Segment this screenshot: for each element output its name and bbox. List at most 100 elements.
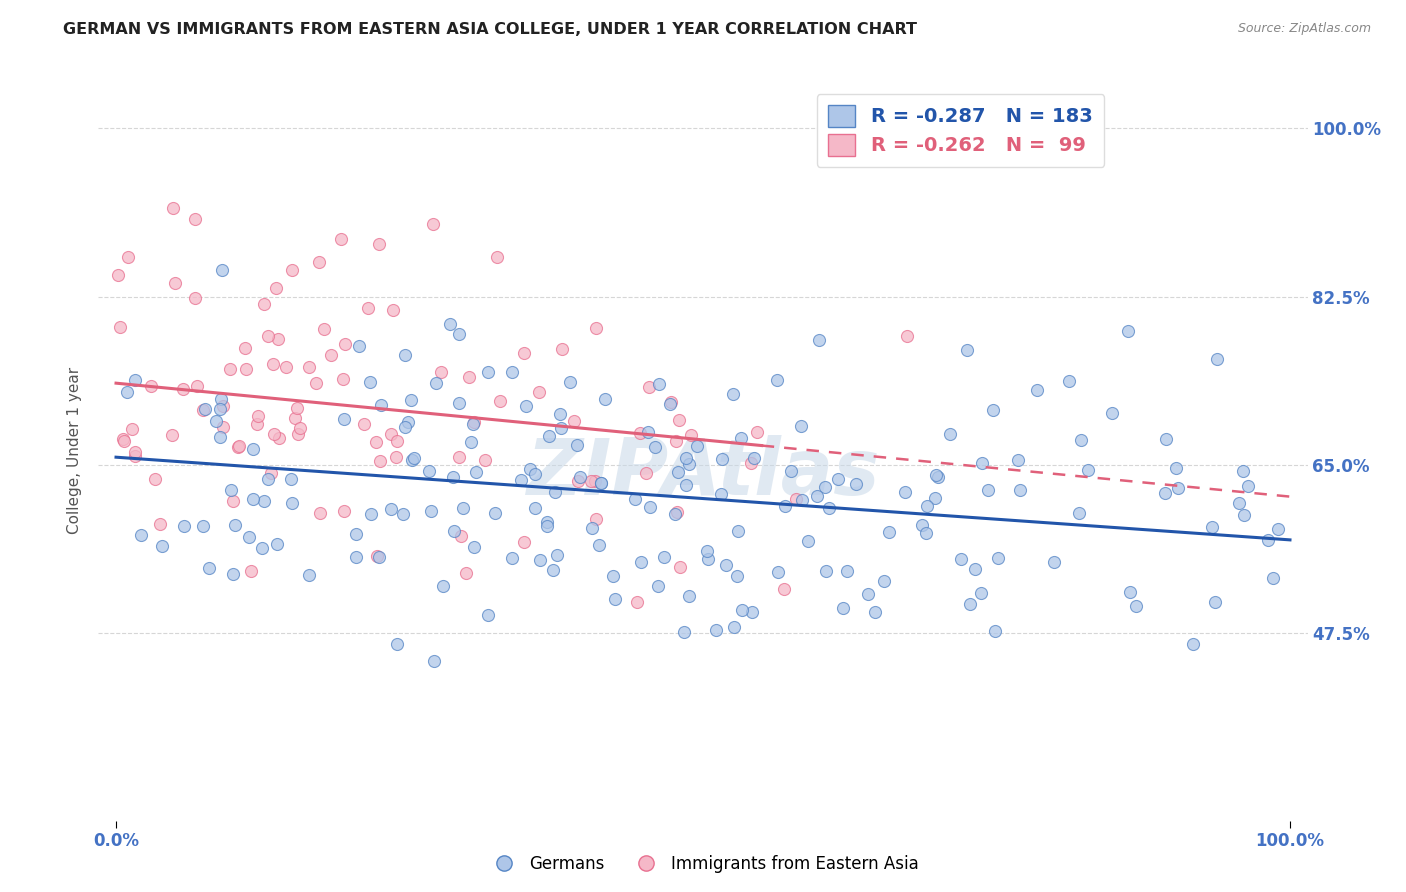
Point (1125, 599, 1147, 613)
Point (284, 411, 307, 425)
Point (394, 420, 416, 434)
Point (668, 413, 690, 427)
Point (370, 398, 392, 412)
Point (160, 428, 183, 442)
Point (523, 500, 546, 515)
Point (233, 341, 256, 355)
Point (117, 384, 139, 399)
Point (562, 414, 585, 428)
Point (965, 561, 987, 575)
Point (515, 399, 537, 413)
Point (447, 326, 470, 341)
Point (537, 429, 560, 443)
Point (385, 637, 408, 651)
Point (186, 378, 208, 392)
Point (280, 495, 302, 509)
Point (863, 605, 886, 619)
Legend: R = -0.287   N = 183, R = -0.262   N =  99: R = -0.287 N = 183, R = -0.262 N = 99 (817, 94, 1104, 167)
Point (485, 250, 508, 264)
Point (280, 263, 302, 277)
Point (124, 374, 146, 388)
Point (394, 348, 416, 362)
Point (513, 534, 536, 549)
Point (501, 365, 523, 379)
Point (266, 537, 288, 551)
Point (425, 376, 447, 390)
Point (402, 451, 425, 466)
Point (773, 582, 796, 596)
Point (652, 549, 675, 564)
Point (665, 434, 688, 448)
Point (463, 417, 485, 431)
Point (710, 486, 733, 500)
Point (366, 434, 388, 449)
Point (224, 517, 246, 532)
Point (121, 421, 143, 435)
Point (401, 453, 423, 467)
Point (696, 544, 718, 558)
Point (477, 365, 499, 379)
Point (1227, 496, 1250, 510)
Point (212, 419, 235, 434)
Point (675, 450, 697, 465)
Point (219, 483, 242, 498)
Point (658, 396, 681, 410)
Point (308, 254, 330, 268)
Point (262, 357, 284, 371)
Point (463, 540, 485, 554)
Point (681, 428, 703, 442)
Point (636, 466, 658, 480)
Point (1042, 555, 1064, 569)
Point (172, 382, 194, 396)
Point (678, 457, 700, 471)
Point (238, 530, 260, 544)
Point (637, 425, 659, 439)
Point (330, 232, 353, 246)
Point (550, 420, 572, 434)
Point (263, 426, 285, 441)
Point (939, 426, 962, 441)
Point (1167, 481, 1189, 495)
Point (949, 552, 972, 566)
Point (443, 524, 465, 538)
Point (449, 396, 471, 410)
Point (827, 472, 849, 486)
Point (668, 560, 690, 574)
Point (790, 493, 813, 508)
Point (141, 379, 163, 393)
Point (814, 480, 837, 494)
Point (730, 603, 752, 617)
Point (877, 524, 900, 539)
Point (111, 432, 134, 446)
Point (686, 439, 709, 453)
Point (1206, 352, 1229, 367)
Point (107, 268, 129, 282)
Point (817, 501, 839, 516)
Point (797, 533, 820, 548)
Point (644, 441, 666, 455)
Point (546, 548, 568, 562)
Point (163, 277, 186, 291)
Point (593, 392, 616, 406)
Point (212, 399, 235, 413)
Point (131, 528, 153, 542)
Point (219, 362, 242, 376)
Point (725, 569, 748, 583)
Point (602, 569, 624, 583)
Point (927, 470, 949, 484)
Point (1261, 571, 1284, 585)
Point (925, 468, 948, 483)
Point (832, 600, 855, 615)
Point (896, 328, 918, 343)
Point (977, 483, 1000, 497)
Point (704, 623, 727, 637)
Point (124, 445, 146, 459)
Point (1201, 519, 1223, 533)
Point (765, 373, 787, 387)
Point (638, 500, 661, 515)
Point (463, 415, 485, 429)
Point (790, 418, 813, 433)
Point (1069, 507, 1091, 521)
Point (541, 563, 564, 577)
Point (112, 434, 135, 448)
